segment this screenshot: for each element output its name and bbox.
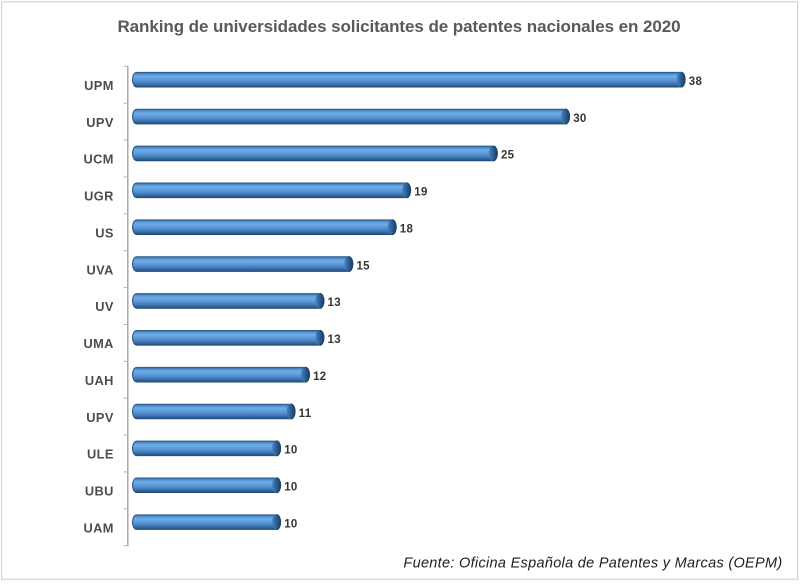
svg-text:10: 10 <box>284 482 297 494</box>
svg-text:UAH: UAH <box>85 373 114 388</box>
svg-text:19: 19 <box>414 187 427 199</box>
svg-text:UPV: UPV <box>86 410 114 425</box>
svg-text:UVA: UVA <box>87 262 114 277</box>
svg-text:UBU: UBU <box>85 484 114 499</box>
svg-text:10: 10 <box>284 518 297 530</box>
svg-text:25: 25 <box>501 150 515 162</box>
svg-text:12: 12 <box>313 371 326 383</box>
svg-text:UMA: UMA <box>83 336 113 351</box>
svg-text:UV: UV <box>95 299 114 314</box>
svg-text:11: 11 <box>299 408 312 420</box>
svg-text:38: 38 <box>689 76 703 88</box>
svg-text:13: 13 <box>328 334 341 346</box>
svg-text:13: 13 <box>328 297 341 309</box>
svg-text:UCM: UCM <box>83 152 113 167</box>
svg-text:UPV: UPV <box>86 115 114 130</box>
svg-text:UAM: UAM <box>83 520 113 535</box>
svg-text:ULE: ULE <box>87 447 114 462</box>
svg-text:Fuente: Oficina Española de Pa: Fuente: Oficina Española de Patentes y M… <box>403 556 782 572</box>
svg-text:UGR: UGR <box>84 189 114 204</box>
svg-text:Ranking de universidades solic: Ranking de universidades solicitantes de… <box>117 17 680 36</box>
svg-text:18: 18 <box>400 223 414 235</box>
svg-text:US: US <box>95 225 114 240</box>
svg-text:30: 30 <box>573 113 586 125</box>
svg-text:15: 15 <box>356 260 370 272</box>
svg-text:UPM: UPM <box>84 78 114 93</box>
svg-text:10: 10 <box>284 445 297 457</box>
